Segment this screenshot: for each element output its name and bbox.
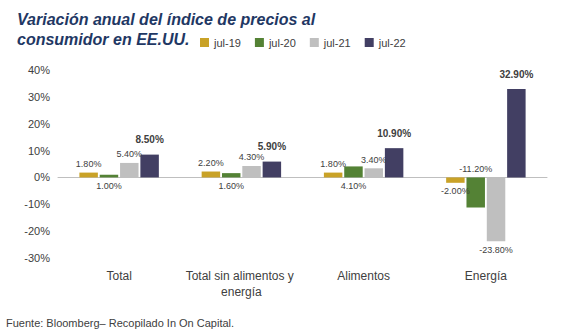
svg-text:jul-22: jul-22 — [378, 37, 406, 49]
svg-text:energía: energía — [221, 285, 262, 299]
svg-text:-11.20%: -11.20% — [459, 164, 492, 174]
svg-text:2.20%: 2.20% — [198, 158, 224, 168]
svg-text:5.90%: 5.90% — [258, 141, 286, 152]
svg-text:30%: 30% — [28, 91, 50, 103]
svg-text:20%: 20% — [28, 118, 50, 130]
svg-text:Fuente: Bloomberg– Recopilado: Fuente: Bloomberg– Recopilado In On Capi… — [6, 317, 234, 329]
svg-text:1.80%: 1.80% — [320, 159, 346, 169]
svg-text:10%: 10% — [28, 145, 50, 157]
svg-text:Variación anual del índice de: Variación anual del índice de precios al — [17, 11, 320, 28]
svg-text:jul-20: jul-20 — [268, 37, 296, 49]
svg-text:10.90%: 10.90% — [377, 128, 411, 139]
svg-text:1.80%: 1.80% — [76, 159, 102, 169]
svg-text:jul-21: jul-21 — [323, 37, 351, 49]
svg-text:0%: 0% — [34, 171, 50, 183]
svg-text:-20%: -20% — [24, 225, 50, 237]
svg-text:Energía: Energía — [465, 269, 507, 283]
svg-text:1.60%: 1.60% — [218, 181, 244, 191]
svg-text:4.10%: 4.10% — [341, 181, 367, 191]
svg-text:-10%: -10% — [24, 198, 50, 210]
svg-text:Total: Total — [106, 269, 131, 283]
svg-text:jul-19: jul-19 — [213, 37, 241, 49]
svg-text:1.00%: 1.00% — [96, 181, 122, 191]
svg-text:32.90%: 32.90% — [499, 69, 533, 80]
svg-text:4.30%: 4.30% — [239, 152, 265, 162]
svg-text:-23.80%: -23.80% — [479, 245, 513, 255]
svg-text:Alimentos: Alimentos — [337, 269, 390, 283]
svg-text:3.40%: 3.40% — [361, 155, 387, 165]
svg-text:8.50%: 8.50% — [135, 134, 163, 145]
svg-text:-30%: -30% — [24, 252, 50, 264]
svg-text:consumidor en EE.UU.: consumidor en EE.UU. — [17, 31, 189, 48]
svg-text:40%: 40% — [28, 64, 50, 76]
svg-text:5.40%: 5.40% — [117, 149, 143, 159]
svg-text:Total sin alimentos y: Total sin alimentos y — [186, 269, 297, 283]
svg-text:-2.00%: -2.00% — [441, 186, 470, 196]
